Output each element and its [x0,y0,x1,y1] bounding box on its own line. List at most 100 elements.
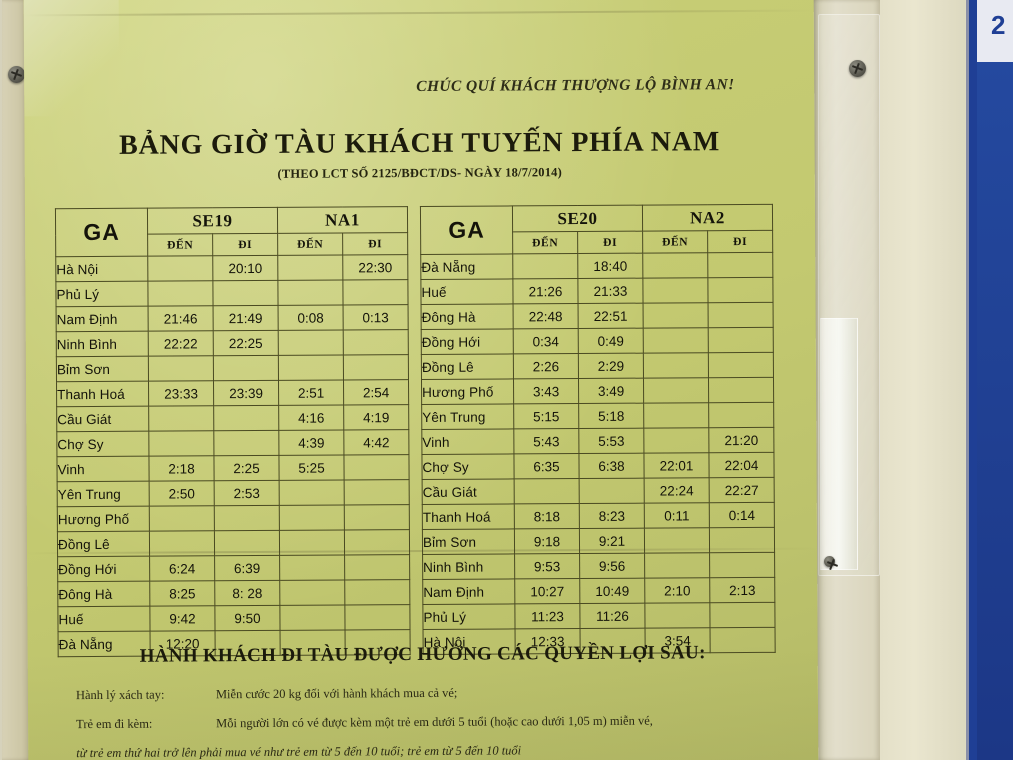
right-cell-station-name: Cầu Giát [422,478,515,505]
benefit-text-children: Mỗi người lớn có vé được kèm một trẻ em … [216,713,653,731]
table-row: Ninh Bình 22:22 22:25 [56,329,409,357]
table-row: Ninh Bình 9:53 9:56 [422,552,775,580]
right-cell-na2-di: 22:27 [709,477,775,503]
right-cell-station-name: Huế [420,278,514,305]
left-cell-na1-di [344,554,410,580]
table-row: Đồng Hới 6:24 6:39 [57,554,410,582]
right-cell-se20-den: 8:18 [514,503,580,529]
right-cell-se20-den: 9:53 [514,553,580,579]
left-cell-station-name: Hương Phố [57,506,150,532]
right-subheader-na2-den: ĐẾN [642,230,708,254]
right-cell-se20-di: 3:49 [578,378,644,404]
left-cell-se19-den [149,505,215,532]
table-row: Cầu Giát 22:24 22:27 [422,477,775,505]
left-cell-se19-di: 21:49 [213,305,279,331]
left-cell-se19-den: 23:33 [148,380,214,407]
left-cell-se19-di [212,280,279,306]
left-cell-na1-den [278,354,344,381]
left-cell-se19-di: 22:25 [213,330,279,356]
left-header-train-se19: SE19 [147,207,278,235]
left-cell-se19-di: 23:39 [213,380,279,406]
right-cell-na2-den [644,527,710,554]
glass-tube [820,318,858,570]
right-cell-se20-di: 5:18 [578,403,644,429]
right-cell-na2-di [708,402,774,428]
left-cell-se19-den: 22:22 [148,330,214,357]
right-cell-se20-di: 22:51 [578,303,644,329]
right-cell-na2-di [707,277,774,303]
table-row: Đông Hà 8:25 8: 28 [57,579,410,607]
right-cell-na2-di [709,602,776,628]
left-cell-na1-den: 4:39 [278,429,344,456]
table-row: Thanh Hoá 23:33 23:39 2:51 2:54 [56,379,409,407]
table-row: Đồng Lê [57,529,410,557]
right-cell-se20-den: 6:35 [513,453,580,479]
right-cell-se20-den: 3:43 [513,378,579,404]
left-cell-se19-den [148,430,214,457]
table-row: Hà Nội 20:10 22:30 [55,254,408,282]
right-cell-se20-den [514,478,580,504]
left-cell-station-name: Nam Định [56,306,149,332]
right-cell-station-name: Đồng Lê [421,353,514,380]
table-row: Đồng Lê 2:26 2:29 [421,352,774,380]
right-cell-station-name: Yên Trung [421,403,514,430]
southbound-timetable: GA SE19 NA1 ĐẾN ĐI ĐẾN ĐI Hà Nội 20:10 22:… [55,206,411,657]
right-cell-station-name: Chợ Sy [421,453,515,480]
left-cell-station-name: Đồng Lê [57,531,150,557]
right-cell-na2-den [643,402,709,429]
right-cell-station-name: Thanh Hoá [422,503,515,530]
right-cell-station-name: Đồng Hới [421,328,514,355]
right-cell-se20-den: 21:26 [512,278,579,304]
left-cell-na1-di [344,604,411,630]
right-cell-na2-den [643,377,709,404]
page-subtitle: (THEO LCT SỐ 2125/BĐCT/DS- NGÀY 18/7/201… [277,165,563,181]
left-cell-se19-den: 9:42 [149,605,216,632]
benefit-text-baggage: Miễn cước 20 kg đối với hành khách mua c… [215,685,458,702]
right-cell-station-name: Hương Phố [421,378,514,405]
left-cell-na1-di [343,454,410,480]
table-row: Thanh Hoá 8:18 8:23 0:11 0:14 [422,502,775,530]
right-cell-station-name: Đà Nẵng [420,253,513,280]
page-title: BẢNG GIỜ TÀU KHÁCH TUYẾN PHÍA NAM [118,126,721,161]
right-cell-se20-di: 9:56 [579,553,645,579]
right-header-ga: GA [420,205,513,255]
left-cell-station-name: Phủ Lý [55,281,149,307]
left-cell-na1-den [279,504,345,531]
right-cell-na2-di: 21:20 [708,427,774,453]
left-cell-na1-di [342,279,409,305]
left-cell-na1-di: 22:30 [342,254,408,280]
left-cell-na1-den [277,279,344,306]
right-cell-se20-den: 10:27 [514,578,580,604]
right-subheader-na2-di: ĐI [707,230,773,253]
table-row: Phủ Lý 11:23 11:26 [422,602,776,630]
left-cell-na1-den: 5:25 [278,454,345,481]
left-header-train-na1: NA1 [277,206,408,234]
right-cell-na2-den: 22:24 [644,477,710,504]
right-cell-station-name: Ninh Bình [422,553,515,580]
table-row: Cầu Giát 4:16 4:19 [56,404,409,432]
right-cell-na2-di [709,552,775,578]
blue-sign-digit: 2 [991,10,1006,40]
table-row: Đồng Hới 0:34 0:49 [421,327,774,355]
right-cell-se20-di: 10:49 [579,578,645,604]
left-cell-station-name: Thanh Hoá [56,381,149,407]
right-cell-na2-den [642,277,709,304]
left-subheader-na1-di: ĐI [342,232,408,255]
paper-corner-curl [23,0,120,117]
left-cell-na1-den: 4:16 [278,404,344,431]
left-cell-se19-den [148,355,214,382]
left-cell-se19-den: 21:46 [148,305,214,332]
left-cell-se19-den [147,280,214,307]
table-row: Nam Định 10:27 10:49 2:10 2:13 [422,577,775,605]
left-cell-station-name: Đông Hà [57,581,150,607]
screw-icon [849,60,866,77]
table-row: Đà Nẵng 18:40 [420,252,773,280]
right-cell-na2-di: 22:04 [708,452,775,478]
right-cell-se20-den: 11:23 [514,603,581,629]
greeting-text: CHÚC QUÍ KHÁCH THƯỢNG LỘ BÌNH AN! [416,76,735,96]
left-cell-se19-den: 6:24 [149,555,215,582]
left-cell-na1-di: 4:19 [343,404,409,430]
right-subheader-se20-den: ĐẾN [512,231,578,254]
right-cell-na2-di [708,327,774,353]
